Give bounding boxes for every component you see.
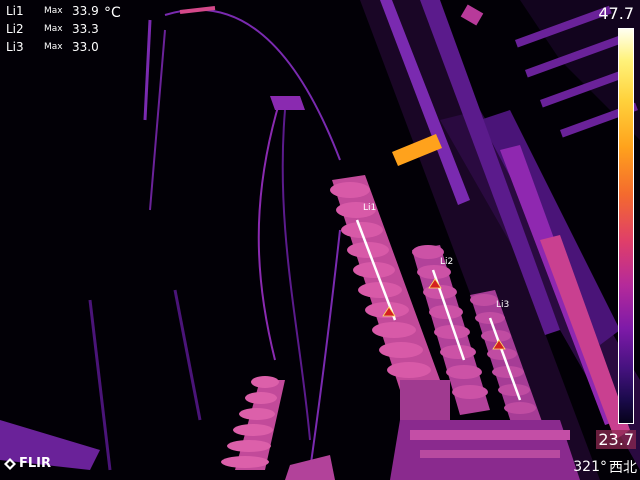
line-tool-label-li3: Li3: [496, 300, 510, 310]
measurement-kind: Max: [44, 6, 63, 16]
compass-direction: 西北: [609, 460, 637, 476]
measurement-label: Li1: [6, 4, 24, 18]
flir-logo: FLIR: [4, 456, 51, 471]
measurement-kind: Max: [44, 42, 63, 52]
line-tool-li3[interactable]: [488, 317, 522, 401]
color-scale-bar: [618, 28, 634, 424]
measurement-kind: Max: [44, 24, 63, 34]
scale-max-value: 47.7: [598, 4, 634, 23]
scale-min-value: 23.7: [596, 430, 636, 449]
line-tool-label-li1: Li1: [363, 203, 377, 213]
flir-mark-icon: [4, 457, 16, 470]
compass-heading: 321°: [573, 459, 607, 475]
measurement-value: 33.0: [72, 40, 99, 54]
compass-readout: 321° 西北: [573, 457, 637, 477]
line-tool-label-li2: Li2: [440, 257, 454, 267]
measurement-value: 33.9: [72, 4, 99, 18]
temperature-unit: °C: [104, 5, 121, 21]
line-tool-li1[interactable]: [355, 219, 397, 321]
max-marker-li1: [382, 306, 396, 317]
max-marker-li3: [492, 339, 506, 350]
measurement-value: 33.3: [72, 22, 99, 36]
measurement-label: Li2: [6, 22, 24, 36]
brand-name: FLIR: [19, 456, 52, 471]
lower-insulator: [221, 376, 335, 480]
max-marker-li2: [428, 278, 442, 289]
measurement-label: Li3: [6, 40, 24, 54]
